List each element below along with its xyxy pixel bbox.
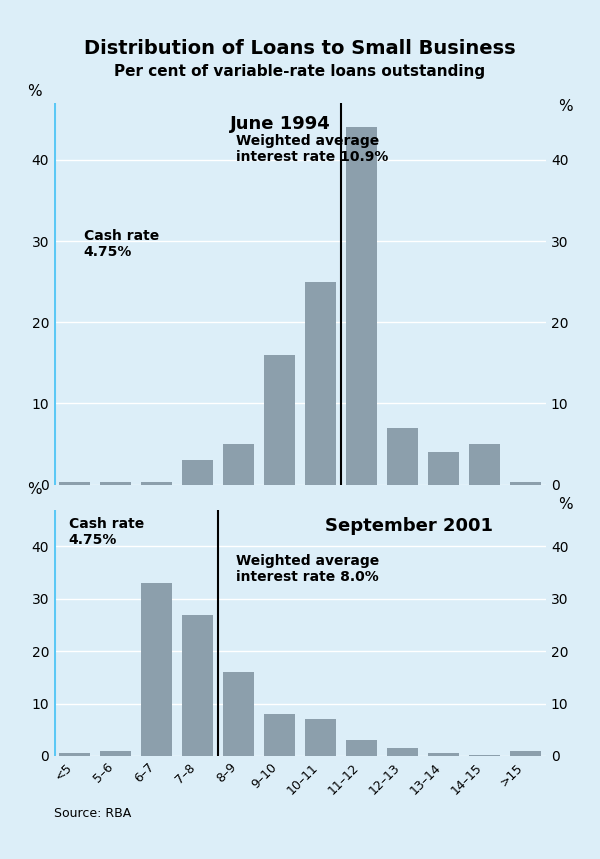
- Bar: [59, 482, 90, 484]
- Bar: [510, 751, 541, 756]
- Bar: [182, 614, 213, 756]
- Bar: [223, 672, 254, 756]
- Bar: [346, 740, 377, 756]
- Bar: [59, 753, 90, 756]
- Bar: [141, 482, 172, 484]
- Y-axis label: %: %: [559, 497, 573, 513]
- Text: Source: RBA: Source: RBA: [54, 807, 131, 820]
- Bar: [182, 460, 213, 484]
- Bar: [428, 452, 459, 484]
- Bar: [223, 444, 254, 484]
- Text: Weighted average
interest rate 8.0%: Weighted average interest rate 8.0%: [236, 554, 379, 584]
- Bar: [100, 482, 131, 484]
- Bar: [100, 751, 131, 756]
- Bar: [387, 748, 418, 756]
- Text: Per cent of variable-rate loans outstanding: Per cent of variable-rate loans outstand…: [115, 64, 485, 79]
- Bar: [469, 444, 500, 484]
- Text: Weighted average
interest rate 10.9%: Weighted average interest rate 10.9%: [236, 134, 388, 164]
- Bar: [428, 753, 459, 756]
- Text: Distribution of Loans to Small Business: Distribution of Loans to Small Business: [84, 39, 516, 58]
- Text: Cash rate
4.75%: Cash rate 4.75%: [83, 229, 159, 259]
- Bar: [387, 428, 418, 484]
- Y-axis label: %: %: [559, 100, 573, 114]
- Bar: [346, 127, 377, 484]
- Text: Cash rate
4.75%: Cash rate 4.75%: [69, 517, 144, 547]
- Bar: [510, 482, 541, 484]
- Text: June 1994: June 1994: [230, 114, 331, 132]
- Y-axis label: %: %: [27, 483, 41, 497]
- Bar: [305, 282, 336, 484]
- Text: September 2001: September 2001: [325, 517, 493, 535]
- Bar: [141, 583, 172, 756]
- Bar: [469, 755, 500, 756]
- Bar: [305, 719, 336, 756]
- Bar: [264, 714, 295, 756]
- Y-axis label: %: %: [27, 84, 41, 100]
- Bar: [264, 355, 295, 484]
